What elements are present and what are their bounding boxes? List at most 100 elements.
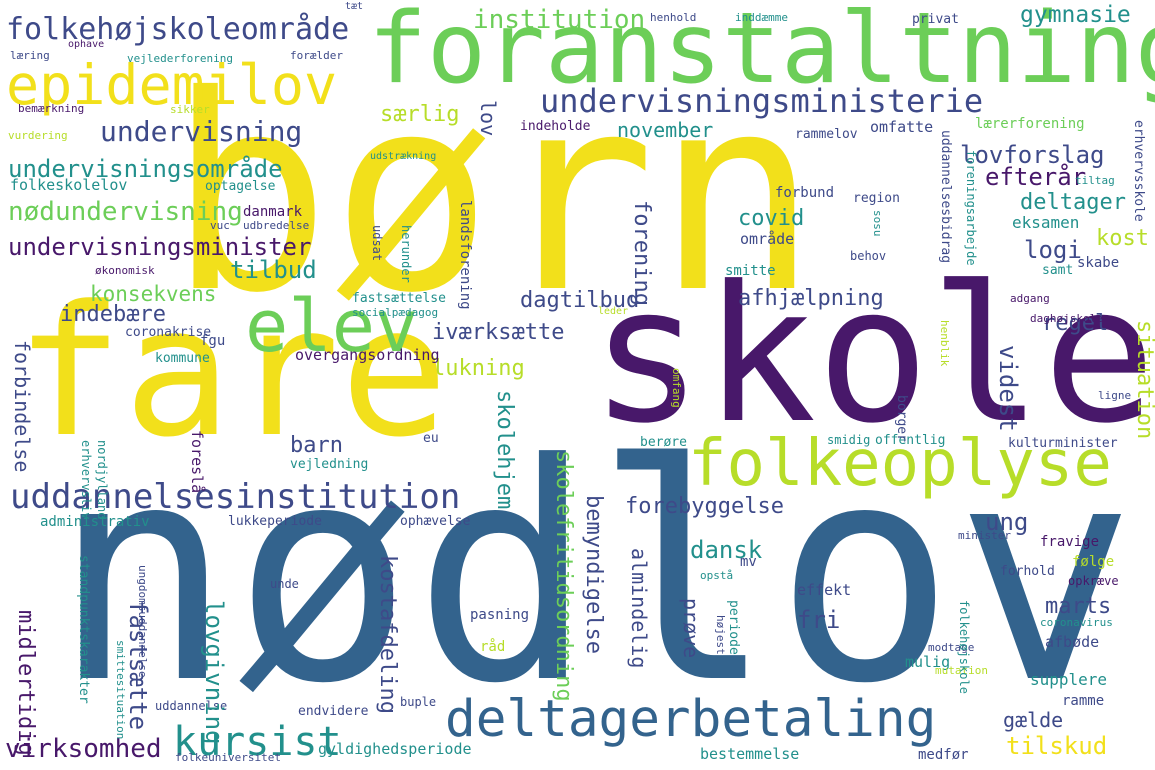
word-undervisningsministerie: undervisningsministerie <box>540 82 984 120</box>
word-skolehjem: skolehjem <box>492 390 517 510</box>
word-hojest: højest <box>714 615 727 655</box>
word-dansk: dansk <box>690 536 763 564</box>
word-folkeoplyse: folkeoplyse <box>688 427 1112 501</box>
word-vejledning: vejledning <box>290 457 369 472</box>
word-opkraeve: opkræve <box>1068 574 1119 588</box>
word-galde: gælde <box>1003 708 1064 732</box>
word-foraelder: forælder <box>290 49 343 62</box>
word-udstraekning: udstrækning <box>370 151 437 162</box>
word-efterar: efterår <box>985 163 1087 191</box>
word-regel: regel <box>1042 311 1109 336</box>
word-forbindelse: forbindelse <box>10 340 34 473</box>
word-omfatte: omfatte <box>870 118 934 136</box>
word-kulturminister: kulturminister <box>1008 436 1118 451</box>
word-opsta: opstå <box>700 569 734 582</box>
word-logi: logi <box>1024 236 1082 264</box>
word-smittesituation: smittesituation <box>114 640 127 740</box>
word-foreningsarbejde: foreningsarbejde <box>964 150 978 266</box>
word-institution: institution <box>473 5 646 35</box>
word-midlertidig: midlertidig <box>13 610 38 756</box>
word-erhvervsskole: erhvervsskole <box>1131 120 1146 222</box>
word-borger: borger <box>894 395 909 442</box>
word-rammelov: rammelov <box>795 127 858 142</box>
word-leder: leder <box>598 306 629 317</box>
word-okonomisk: økonomisk <box>95 264 155 277</box>
word-vejlederforening: vejlederforening <box>127 52 233 65</box>
word-laering: læring <box>10 49 50 62</box>
word-konsekvens: konsekvens <box>90 282 217 306</box>
word-taet: tæt <box>345 1 364 12</box>
word-behov: behov <box>850 249 887 263</box>
word-samt: samt <box>1042 263 1074 278</box>
word-mulig: mulig <box>905 653 951 671</box>
word-afbode: afbøde <box>1045 633 1100 651</box>
word-undervisningsomrade: undervisningsområde <box>8 155 283 183</box>
word-nodlov: nødlov <box>52 400 1136 749</box>
word-tilskud: tilskud <box>1006 732 1108 760</box>
word-danmark: danmark <box>243 204 303 220</box>
word-lovgivning: lovgivning <box>200 600 228 745</box>
word-undervisning: undervisning <box>100 115 303 148</box>
word-elev: elev <box>245 284 419 368</box>
word-vurdering: vurdering <box>8 129 68 142</box>
word-marts: marts <box>1045 594 1112 619</box>
word-lukning: lukning <box>432 356 525 381</box>
word-socialpaedagog: socialpædagog <box>352 306 439 319</box>
word-skabe: skabe <box>1077 255 1120 271</box>
word-mutation: mutation <box>935 664 988 677</box>
word-ungdomsuddannelse: ungdomsuddannelse <box>136 565 149 678</box>
word-fri: fri <box>797 606 841 634</box>
word-standpunktskarakter: standpunktskarakter <box>76 555 91 704</box>
word-coronavirus: coronavirus <box>1040 616 1113 629</box>
word-lovforslag: lovforslag <box>960 141 1105 169</box>
word-foresla: foreslå <box>188 430 206 494</box>
word-vuc: vuc <box>210 219 230 232</box>
word-prove: prøve <box>679 598 703 659</box>
word-omrade: område <box>740 230 795 248</box>
word-sikker: sikker <box>170 103 210 116</box>
word-minister: minister <box>958 529 1011 542</box>
word-overgangsordning: overgangsordning <box>295 346 440 364</box>
word-lukkeperiode: lukkeperiode <box>228 514 322 529</box>
word-indeholde: indeholde <box>520 119 591 134</box>
word-offentlig: offentlig <box>875 433 946 448</box>
word-dagtilbud: dagtilbud <box>520 288 640 313</box>
word-ophave: ophave <box>68 39 105 50</box>
word-coronakrise: coronakrise <box>125 325 212 340</box>
word-administrativ: administrativ <box>40 514 150 530</box>
word-uddannelsesbidrag: uddannelsesbidrag <box>938 130 953 264</box>
word-gymnasie: gymnasie <box>1020 2 1131 28</box>
word-folkehojskole: folkehøjskole <box>957 600 971 694</box>
word-sosu: sosu <box>871 210 884 237</box>
word-barn: barn <box>290 433 343 458</box>
word-unde: unde <box>270 577 299 591</box>
word-omfang: omfang <box>670 368 683 408</box>
word-medfor: medfør <box>918 747 969 763</box>
word-ung: ung <box>985 508 1029 536</box>
word-smitte: smitte <box>725 263 776 279</box>
word-landsforening: landsforening <box>457 200 473 310</box>
word-adgang: adgang <box>1010 292 1050 305</box>
word-optagelse: optagelse <box>205 179 276 194</box>
word-henhold: henhold <box>650 11 697 24</box>
word-born: børn <box>168 37 819 352</box>
word-deltager: deltager <box>1020 190 1126 215</box>
word-lov: lov <box>476 100 500 137</box>
word-kost: kost <box>1096 226 1149 251</box>
word-saerlig: særlig <box>380 102 460 127</box>
word-bemyndigelse: bemyndigelse <box>581 495 606 654</box>
word-kommune: kommune <box>155 351 210 366</box>
word-fare: fare <box>15 268 449 477</box>
word-skolefritidsordning: skolefritidsordning <box>551 450 576 702</box>
word-nodundervisning: nødundervisning <box>8 197 243 227</box>
word-vidst: videst <box>994 345 1022 432</box>
word-herunder: herunder <box>399 225 413 283</box>
word-bemaerkning: bemærkning <box>18 102 85 115</box>
word-forening: forening <box>629 200 654 306</box>
word-forbund: forbund <box>775 185 835 201</box>
word-folkeskolelov: folkeskolelov <box>10 176 128 194</box>
word-ophaevelse: ophævelse <box>400 514 471 529</box>
word-eksamen: eksamen <box>1012 213 1080 232</box>
word-ivaerksaette: iværksætte <box>432 320 565 345</box>
